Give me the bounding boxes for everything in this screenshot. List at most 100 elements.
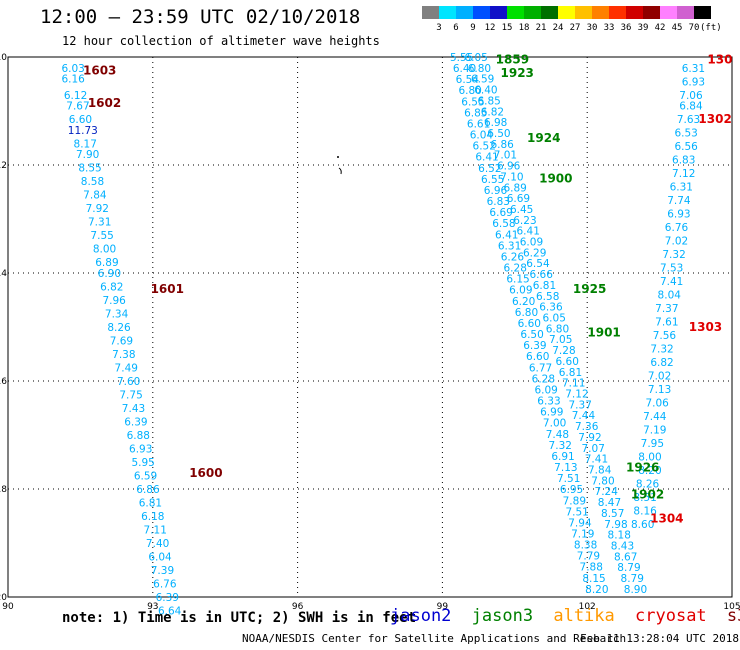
wave-height-value: 8.55 <box>78 163 101 175</box>
wave-height-value: 6.45 <box>510 204 533 216</box>
wave-height-value: 6.88 <box>127 430 150 442</box>
wave-height-value: 7.02 <box>648 371 671 383</box>
wave-height-value: 6.85 <box>477 95 500 107</box>
wave-height-value: 7.40 <box>146 538 169 550</box>
footer-timestamp: Feb 11 13:28:04 UTC 2018 <box>580 632 739 645</box>
pass-time-label: 1304 <box>650 512 683 526</box>
pass-time-label: 130 <box>707 53 732 67</box>
wave-height-value: 7.80 <box>591 475 614 487</box>
wave-height-value: 6.95 <box>560 484 583 496</box>
wave-height-value: 6.60 <box>69 114 92 126</box>
color-scale-label: 15 <box>501 23 513 33</box>
wave-height-value: 6.80 <box>515 307 538 319</box>
wave-height-value: 6.86 <box>490 139 514 151</box>
wave-height-value: 8.60 <box>631 519 654 531</box>
wave-height-value: 7.19 <box>571 528 594 540</box>
wave-height-value: 6.61 <box>467 118 490 130</box>
wave-height-value: 6.69 <box>489 207 512 219</box>
wave-height-value: 6.98 <box>484 117 507 129</box>
wave-height-value: 6.80 <box>468 63 491 75</box>
wave-height-value: 6.80 <box>546 323 569 335</box>
wave-height-value: 7.39 <box>151 565 174 577</box>
wave-height-value: 6.60 <box>556 356 579 368</box>
color-scale-label: 21 <box>535 23 547 33</box>
chart-title: 12:00 — 23:59 UTC 02/10/2018 <box>40 6 361 28</box>
wave-height-value: 6.04 <box>148 552 172 564</box>
wave-height-value: 6.55 <box>461 96 484 108</box>
wave-height-value: 6.54 <box>526 258 550 270</box>
wave-height-value: 6.58 <box>536 291 559 303</box>
wave-height-value: 7.48 <box>546 429 569 441</box>
wave-height-value: 6.93 <box>667 209 690 221</box>
wave-height-value: 6.90 <box>98 268 121 280</box>
wave-height-value: 6.41 <box>495 229 518 241</box>
wave-height-value: 7.92 <box>86 203 109 215</box>
color-scale-label: 42 <box>654 23 666 33</box>
wave-height-value: 6.84 <box>679 101 703 113</box>
wave-height-value: 6.55 <box>481 174 504 186</box>
wave-height-value: 6.09 <box>509 285 532 297</box>
wave-height-value: 7.56 <box>653 330 677 342</box>
wave-height-value: 6.12 <box>64 90 87 102</box>
wave-height-value: 7.95 <box>641 438 664 450</box>
wave-height-value: 7.13 <box>554 462 577 474</box>
pass-time-label: 1902 <box>631 487 664 501</box>
wave-height-value: 8.15 <box>582 573 605 585</box>
wave-height-value: 6.53 <box>674 128 697 140</box>
wave-height-value: 7.00 <box>543 418 566 430</box>
x-tick-label: 105 <box>723 602 740 612</box>
wave-height-value: 6.16 <box>61 74 85 86</box>
wave-height-value: 6.41 <box>475 152 498 164</box>
wave-height-value: 7.24 <box>595 486 619 498</box>
wave-height-value: 8.47 <box>598 497 621 509</box>
wave-height-value: 8.17 <box>74 138 97 150</box>
wave-height-value: 7.13 <box>648 384 671 396</box>
wave-height-value: 7.32 <box>662 249 685 261</box>
plot-frame <box>7 56 733 598</box>
wave-height-value: 6.54 <box>456 74 480 86</box>
wave-height-value: 8.26 <box>636 479 660 491</box>
wave-height-value: 6.03 <box>61 63 84 75</box>
wave-height-value: 7.84 <box>588 464 612 476</box>
wave-height-value: 7.02 <box>665 236 688 248</box>
wave-height-value: 8.18 <box>608 530 631 542</box>
note-text: note: 1) Time is in UTC; 2) SWH is in fe… <box>62 610 417 626</box>
wave-height-value: 7.49 <box>115 363 138 375</box>
chart-subtitle: 12 hour collection of altimeter wave hei… <box>62 34 380 48</box>
wave-height-value: 6.41 <box>517 226 540 238</box>
wave-height-value: 7.89 <box>563 495 586 507</box>
wave-height-value: 6.09 <box>520 237 543 249</box>
wave-height-value: 6.77 <box>529 362 552 374</box>
wave-height-value: 8.38 <box>574 540 597 552</box>
wave-height-value: 6.89 <box>95 257 118 269</box>
wave-height-value: 6.64 <box>158 606 182 618</box>
wave-height-value: 6.96 <box>484 185 508 197</box>
wave-height-value: 7.37 <box>655 303 678 315</box>
wave-height-value: 6.96 <box>497 161 521 173</box>
wave-height-value: 6.29 <box>523 247 546 259</box>
wave-height-value: 6.80 <box>458 85 481 97</box>
wave-height-value: 7.63 <box>677 114 700 126</box>
wave-height-value: 7.05 <box>549 334 572 346</box>
wave-height-value: 6.20 <box>512 296 535 308</box>
color-swatch <box>626 6 643 19</box>
color-scale-label: 9 <box>470 23 476 33</box>
y-tick-label: -18 <box>0 485 7 495</box>
wave-height-value: 6.52 <box>473 141 496 153</box>
wave-height-value: 6.60 <box>526 351 549 363</box>
wave-height-value: 7.06 <box>645 398 669 410</box>
wave-height-value: 7.44 <box>643 411 667 423</box>
wave-height-value: 6.81 <box>533 280 556 292</box>
pass-time-label: 1901 <box>587 325 620 339</box>
pass-time-label: 1302 <box>698 112 731 126</box>
wave-height-value: 6.93 <box>129 444 152 456</box>
wave-height-value: 6.50 <box>520 329 543 341</box>
wave-height-value: 8.26 <box>107 322 131 334</box>
y-tick-label: -12 <box>0 161 7 171</box>
wave-height-value: 6.36 <box>539 302 563 314</box>
wave-height-value: 7.06 <box>679 90 703 102</box>
pass-time-label: 1926 <box>626 460 659 474</box>
wave-height-value: 7.41 <box>585 454 608 466</box>
color-scale-label: 36 <box>620 23 632 33</box>
pass-time-label: 1923 <box>501 66 534 80</box>
